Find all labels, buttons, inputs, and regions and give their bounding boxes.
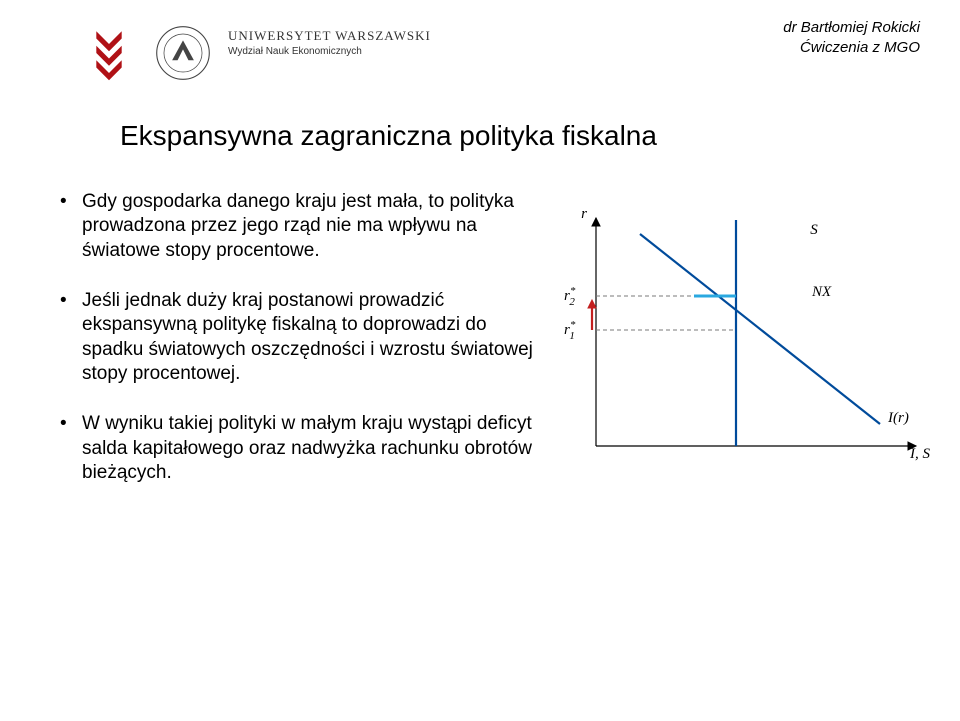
university-text: UNIWERSYTET WARSZAWSKI Wydział Nauk Ekon… — [228, 24, 431, 57]
header-right: dr Bartłomiej Rokicki Ćwiczenia z MGO — [783, 18, 920, 59]
course-name: Ćwiczenia z MGO — [783, 38, 920, 58]
list-item: Jeśli jednak duży kraj postanowi prowadz… — [60, 289, 540, 386]
university-seal-icon — [154, 24, 212, 82]
bullet-list: Gdy gospodarka danego kraju jest mała, t… — [60, 190, 540, 511]
faculty-name: Wydział Nauk Ekonomicznych — [228, 46, 431, 57]
university-name: UNIWERSYTET WARSZAWSKI — [228, 28, 431, 44]
svg-text:r*2: r*2 — [564, 285, 576, 308]
svg-text:S: S — [810, 222, 818, 238]
slide-page: dr Bartłomiej Rokicki Ćwiczenia z MGO UN… — [0, 0, 960, 721]
list-item: Gdy gospodarka danego kraju jest mała, t… — [60, 190, 540, 263]
slide-title: Ekspansywna zagraniczna polityka fiskaln… — [120, 120, 657, 152]
header-left: UNIWERSYTET WARSZAWSKI Wydział Nauk Ekon… — [80, 24, 431, 82]
list-item: W wyniku takiej polityki w małym kraju w… — [60, 412, 540, 485]
svg-text:I, S: I, S — [909, 446, 930, 462]
svg-text:r*1: r*1 — [564, 319, 576, 342]
zigzag-logo-icon — [80, 24, 138, 82]
interest-rate-chart: r I, S S I(r) r*2 r*1 NX — [560, 200, 940, 500]
author-name: dr Bartłomiej Rokicki — [783, 18, 920, 38]
svg-text:I(r): I(r) — [887, 410, 909, 426]
svg-text:NX: NX — [811, 284, 832, 300]
svg-text:r: r — [581, 206, 587, 222]
